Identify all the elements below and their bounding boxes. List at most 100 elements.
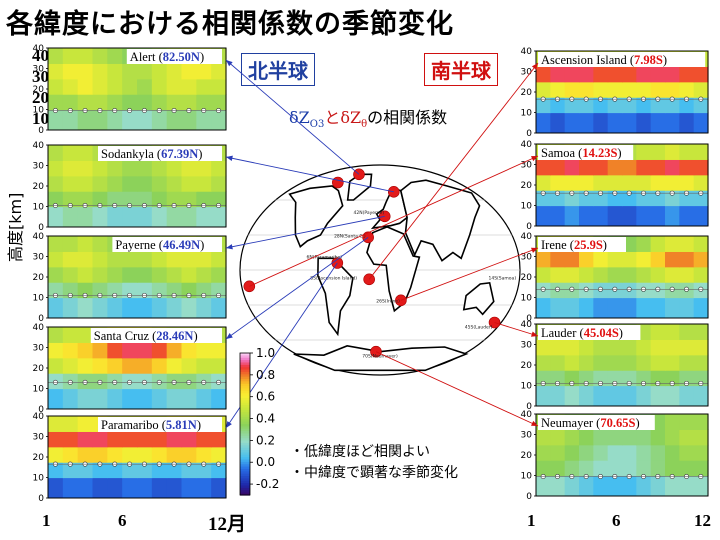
colorbar-swatch bbox=[240, 364, 250, 368]
station-paren: ) bbox=[603, 238, 607, 252]
station-label-bg bbox=[538, 325, 641, 340]
heat-cell bbox=[62, 266, 79, 283]
station-label: Ascension Island (7.98S) bbox=[541, 53, 667, 67]
heat-cell bbox=[211, 357, 227, 374]
y-tick-label: 20 bbox=[33, 453, 45, 463]
heat-cell bbox=[679, 429, 695, 446]
map-station-label: 6N(Paramaribo) bbox=[307, 254, 343, 260]
heat-cell bbox=[166, 266, 183, 283]
arrow-sodankyla bbox=[225, 156, 394, 193]
heat-cell bbox=[665, 475, 680, 496]
heat-cell bbox=[679, 112, 695, 133]
colorbar-swatch bbox=[240, 468, 250, 472]
panel-payerne: 0 10 20 30 40 Payerne (46.49N) bbox=[33, 232, 227, 324]
y-tick-label: 20 bbox=[33, 182, 45, 192]
heat-cell bbox=[665, 205, 680, 226]
colorbar-swatch bbox=[240, 433, 250, 437]
heat-cell bbox=[196, 63, 212, 80]
big-y-tick-20: 20 bbox=[32, 88, 49, 107]
colorbar-tick-label: 0.4 bbox=[256, 412, 275, 426]
colorbar-swatch bbox=[240, 367, 250, 371]
heat-cell bbox=[693, 414, 709, 430]
heat-cell bbox=[92, 63, 108, 80]
heat-cell bbox=[166, 94, 183, 111]
arrow-santacruz bbox=[225, 236, 369, 340]
heat-cell bbox=[137, 477, 153, 498]
y-tick-label: 20 bbox=[33, 364, 45, 374]
heat-cell bbox=[650, 429, 666, 446]
colorbar-swatch bbox=[240, 438, 250, 442]
heat-cell bbox=[536, 81, 551, 98]
heat-cell bbox=[107, 297, 123, 318]
heat-cell bbox=[92, 236, 108, 252]
colorbar-swatch bbox=[240, 405, 250, 409]
heat-cell bbox=[679, 354, 695, 371]
heat-cell bbox=[607, 205, 623, 226]
heat-cell bbox=[196, 78, 212, 95]
heat-cell bbox=[137, 94, 153, 111]
station-marker bbox=[378, 210, 391, 223]
station-marker bbox=[332, 176, 344, 189]
y-tick-label: 40 bbox=[521, 320, 533, 330]
heat-cell bbox=[107, 446, 123, 463]
panel-frame bbox=[535, 413, 709, 497]
heat-cell bbox=[564, 251, 580, 268]
heat-cell bbox=[166, 160, 183, 177]
station-label-bg bbox=[90, 328, 222, 343]
heat-cell bbox=[92, 251, 108, 268]
heat-cell bbox=[107, 94, 123, 111]
heat-cell bbox=[650, 385, 666, 406]
heat-cell bbox=[550, 297, 566, 318]
colorbar-swatch bbox=[240, 412, 250, 416]
heat-cell bbox=[77, 462, 94, 479]
station-paren: ) bbox=[663, 53, 667, 67]
y-tick-label: 10 bbox=[521, 109, 533, 119]
arrow-samoa bbox=[249, 155, 539, 287]
heat-cell bbox=[564, 429, 580, 446]
y-tick-label: 30 bbox=[33, 433, 45, 443]
heat-cell bbox=[122, 78, 138, 95]
heat-cell bbox=[122, 446, 138, 463]
heat-cell bbox=[181, 282, 197, 299]
heat-cell bbox=[622, 97, 637, 114]
heat-cell bbox=[622, 385, 637, 406]
heat-cell bbox=[579, 159, 594, 176]
station-paren: ) bbox=[617, 146, 621, 160]
heat-cell bbox=[92, 431, 108, 448]
heat-cell bbox=[92, 109, 108, 130]
heat-cell bbox=[107, 282, 123, 299]
heat-cell bbox=[151, 175, 168, 192]
heat-cell bbox=[564, 205, 580, 226]
colorbar-swatch bbox=[240, 485, 250, 489]
station-paren: ) bbox=[635, 416, 639, 430]
heat-cell bbox=[48, 48, 64, 64]
heat-cell bbox=[579, 190, 594, 207]
heat-cell bbox=[62, 282, 79, 299]
heat-cell bbox=[679, 97, 695, 114]
heat-cell bbox=[77, 48, 94, 64]
x-tick-left-1: 1 bbox=[42, 511, 51, 530]
colorbar-swatch bbox=[240, 421, 250, 425]
heat-cell bbox=[636, 174, 652, 191]
colorbar-swatch bbox=[240, 393, 250, 397]
heat-cell bbox=[211, 78, 227, 95]
map-station-label: 8S(Ascension Island) bbox=[310, 275, 357, 281]
heat-cell bbox=[593, 297, 609, 318]
corr-prefix: δZ bbox=[289, 108, 310, 127]
heat-cell bbox=[181, 251, 197, 268]
y-tick-label: 30 bbox=[33, 344, 45, 354]
y-tick-label: 30 bbox=[521, 253, 533, 263]
heat-cell bbox=[211, 297, 227, 318]
y-tick-label: 0 bbox=[38, 314, 44, 324]
heat-cell bbox=[48, 342, 64, 359]
colorbar-swatch bbox=[240, 476, 250, 480]
heat-cell bbox=[107, 388, 123, 409]
heat-cell bbox=[151, 446, 168, 463]
heat-cell bbox=[196, 94, 212, 111]
heat-cell bbox=[622, 174, 637, 191]
station-name: Ascension Island ( bbox=[541, 53, 634, 67]
station-lat: 82.50N bbox=[163, 50, 200, 64]
heat-cell bbox=[122, 462, 138, 479]
heat-cell bbox=[693, 205, 709, 226]
heat-cell bbox=[92, 388, 108, 409]
